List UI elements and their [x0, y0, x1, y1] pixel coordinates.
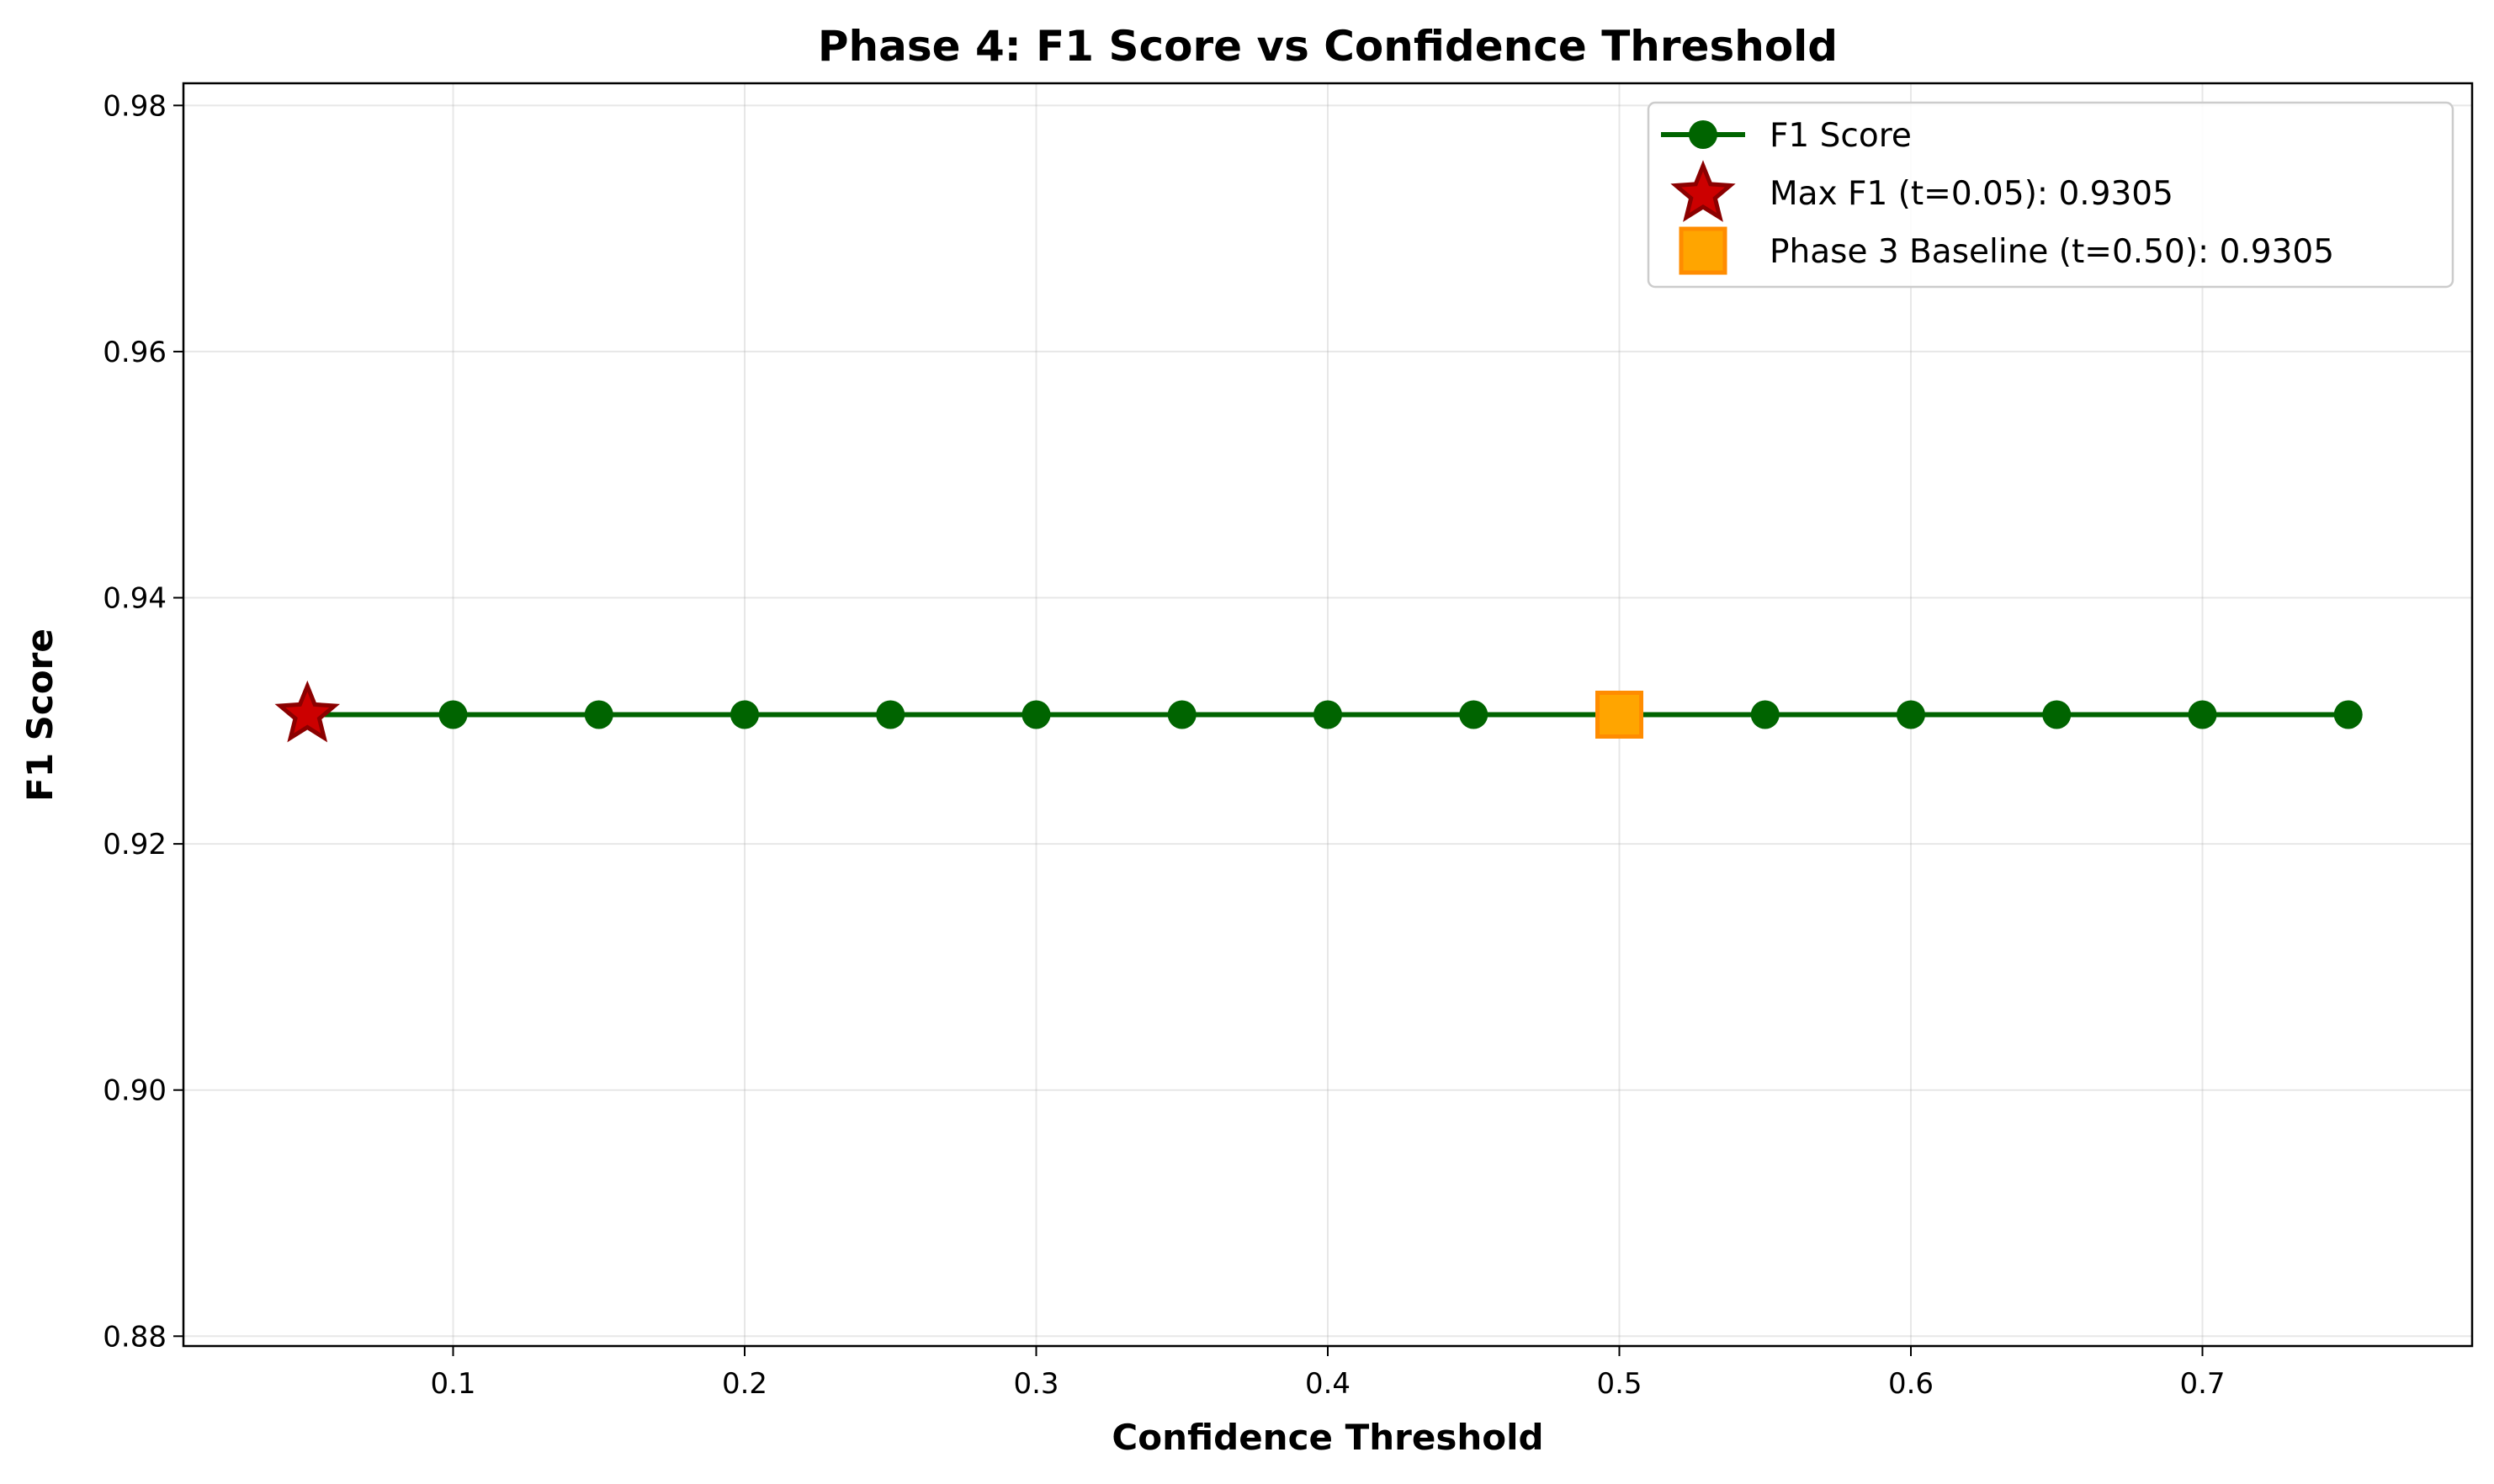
f1-score-point	[2188, 700, 2217, 729]
y-tick-label: 0.90	[103, 1074, 167, 1108]
legend-star-handle	[1670, 160, 1736, 222]
x-tick-label: 0.1	[430, 1367, 475, 1401]
f1-score-point	[584, 700, 613, 729]
x-tick-label: 0.4	[1305, 1367, 1350, 1401]
f1-score-point	[1167, 700, 1197, 729]
ticks: 0.1 0.2 0.3 0.4 0.5 0.6 0.7 0.88 0.90 0.92 0.94 0.9…	[103, 89, 2225, 1401]
f1-score-point	[2333, 700, 2363, 729]
x-tick-label: 0.7	[2179, 1367, 2225, 1401]
max-f1-star-marker	[274, 680, 340, 743]
legend: F1 Score Max F1 (t=0.05): 0.9305 Phase 3 B…	[1647, 101, 2454, 289]
f1-score-point	[438, 700, 468, 729]
f1-score-point	[730, 700, 760, 729]
f1-score-point	[1750, 700, 1780, 729]
x-tick-label: 0.2	[722, 1367, 767, 1401]
y-tick-label: 0.88	[103, 1320, 167, 1354]
x-tick-label: 0.6	[1888, 1367, 1934, 1401]
f1-score-point	[1459, 700, 1488, 729]
f1-score-point	[2042, 700, 2072, 729]
x-tick-label: 0.5	[1596, 1367, 1642, 1401]
legend-entry-label: Max F1 (t=0.05): 0.9305	[1770, 175, 2173, 213]
x-axis-label: Confidence Threshold	[1112, 1417, 1543, 1458]
y-tick-label: 0.94	[103, 582, 167, 616]
f1-score-point	[1896, 700, 1925, 729]
series-layer	[274, 680, 2363, 743]
f1-score-point	[1313, 700, 1342, 729]
y-tick-label: 0.92	[103, 828, 167, 861]
legend-circle-handle	[1689, 120, 1717, 149]
y-axis-label: F1 Score	[19, 628, 61, 802]
y-tick-label: 0.98	[103, 89, 167, 123]
legend-square-handle	[1679, 226, 1727, 275]
baseline-square-marker	[1595, 691, 1643, 739]
chart-title: Phase 4: F1 Score vs Confidence Threshol…	[818, 22, 1838, 71]
y-tick-label: 0.96	[103, 336, 167, 369]
legend-entry-label: Phase 3 Baseline (t=0.50): 0.9305	[1770, 233, 2334, 271]
legend-entry-label: F1 Score	[1770, 117, 1912, 155]
x-tick-label: 0.3	[1013, 1367, 1059, 1401]
f1-score-point	[876, 700, 905, 729]
f1-score-point	[1021, 700, 1051, 729]
legend-box	[1647, 101, 2454, 289]
